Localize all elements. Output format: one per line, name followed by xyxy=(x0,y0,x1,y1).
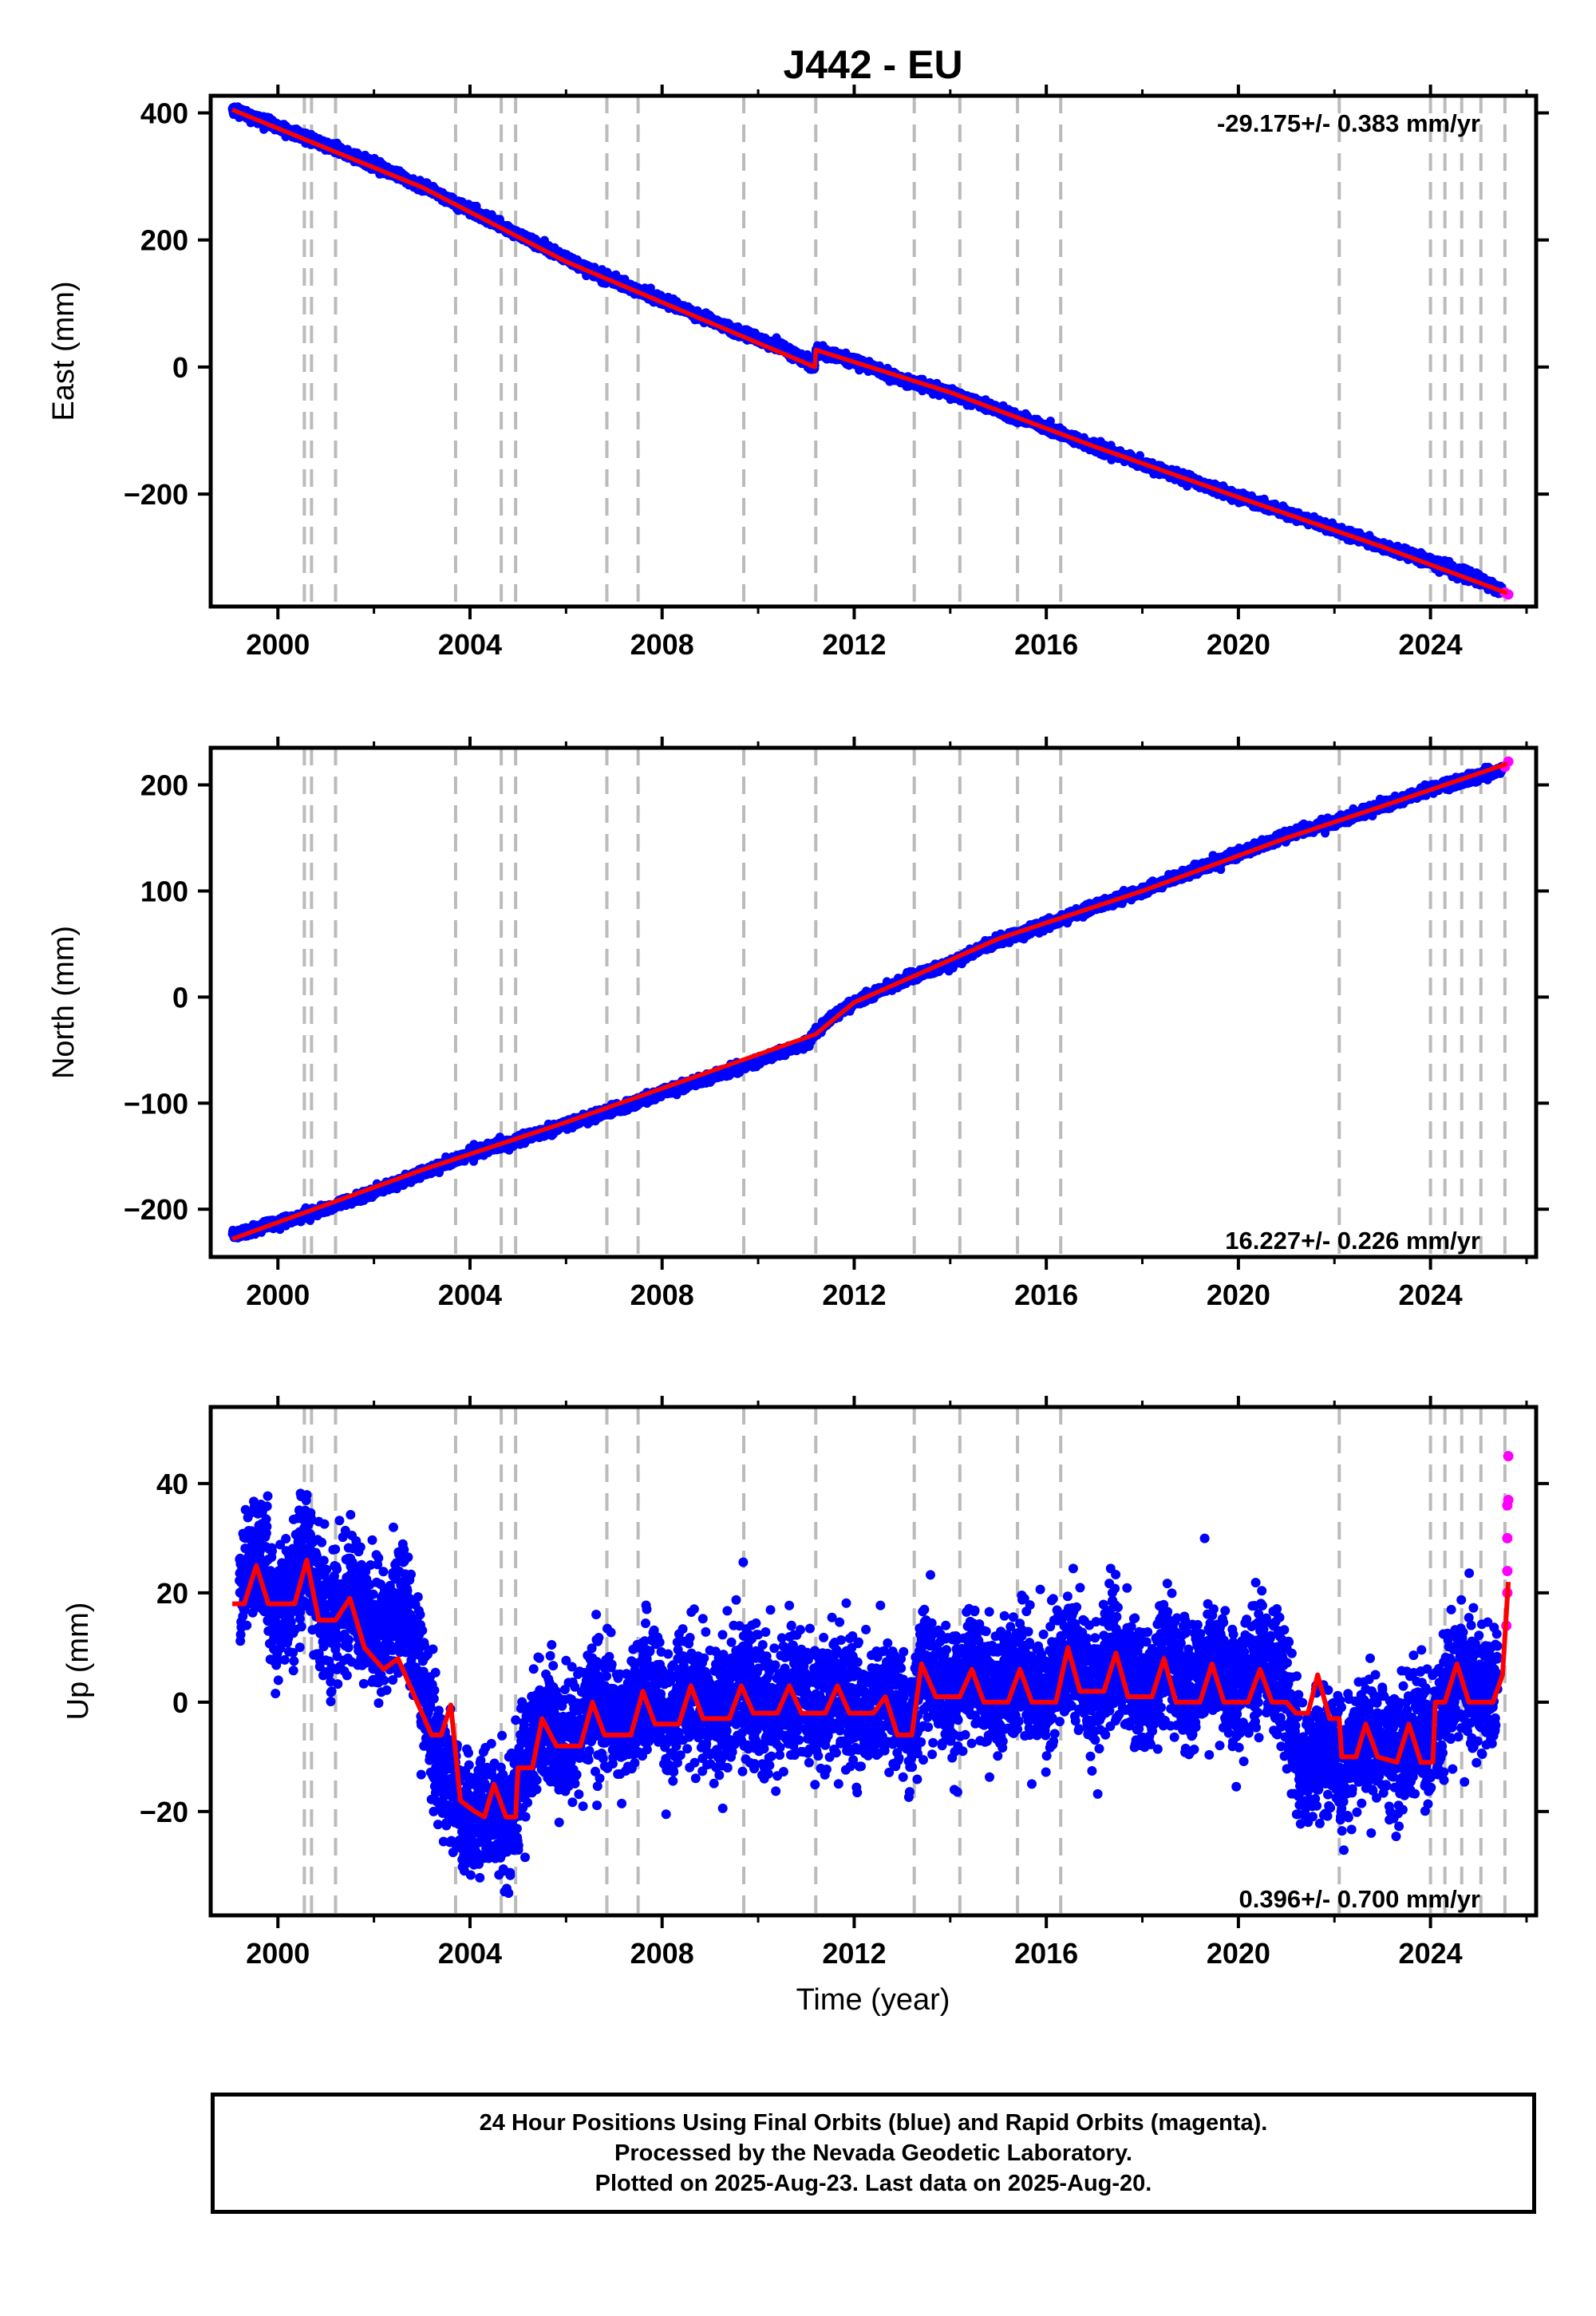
chart-title: J442 - EU xyxy=(783,42,962,87)
panel-east: 2000 2004 2008 2012 2016 2020 20244002000−200E… xyxy=(47,85,1549,661)
